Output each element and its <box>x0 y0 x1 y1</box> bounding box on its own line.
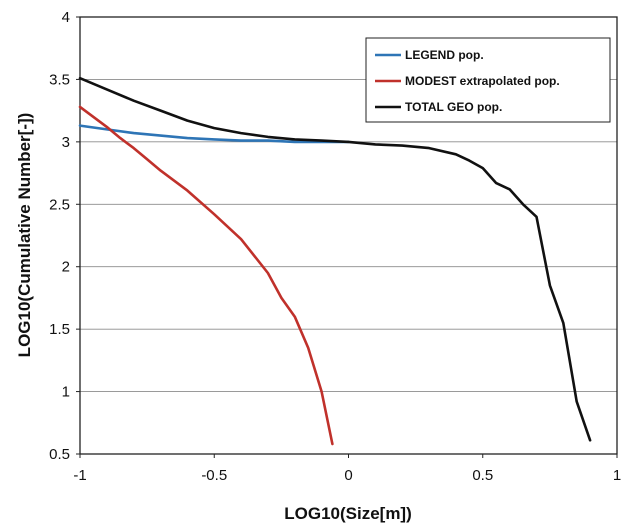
series-lines <box>78 76 592 446</box>
legend-box <box>365 37 611 123</box>
y-axis-ticks: 0.5 1 1.5 2 2.5 3 3.5 4 <box>49 9 80 463</box>
legend-label-modest-pop: MODEST extrapolated pop. <box>405 74 560 88</box>
series-line-total-geo-pop <box>78 76 592 442</box>
x-tick-label: -0.5 <box>201 467 227 484</box>
y-tick-label: 2.5 <box>49 196 70 213</box>
x-axis-ticks: -1 -0.5 0 0.5 1 <box>73 454 621 484</box>
y-tick-label: 3.5 <box>49 71 70 88</box>
y-tick-label: 1 <box>62 384 70 401</box>
series-line-legend-pop <box>78 124 350 144</box>
y-tick-label: 0.5 <box>49 446 70 463</box>
series-line-modest-pop <box>78 105 334 446</box>
y-tick-label: 1.5 <box>49 321 70 338</box>
x-tick-label: 0 <box>344 467 352 484</box>
x-axis-title: LOG10(Size[m]) <box>284 504 412 523</box>
legend: LEGEND pop. MODEST extrapolated pop. TOT… <box>365 37 611 123</box>
x-tick-label: -1 <box>73 467 86 484</box>
legend-label-legend-pop: LEGEND pop. <box>405 48 484 62</box>
y-tick-label: 3 <box>62 134 70 151</box>
y-tick-label: 2 <box>62 259 70 276</box>
x-tick-label: 0.5 <box>472 467 493 484</box>
y-tick-label: 4 <box>62 9 70 26</box>
y-axis-title: LOG10(Cumulative Number[-]) <box>15 113 34 358</box>
x-tick-label: 1 <box>613 467 621 484</box>
legend-label-total-geo-pop: TOTAL GEO pop. <box>405 100 502 114</box>
